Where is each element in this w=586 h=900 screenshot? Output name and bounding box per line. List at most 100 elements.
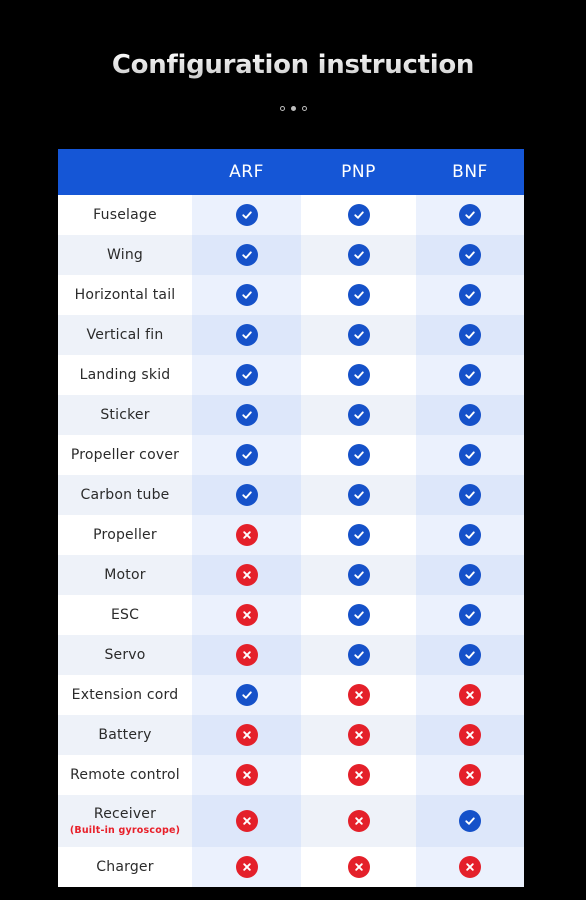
table-row: Sticker xyxy=(58,395,524,435)
check-icon xyxy=(347,204,370,226)
bnf-cell xyxy=(416,715,524,755)
table-row: Receiver (Built-in gyroscope) xyxy=(58,795,524,847)
check-icon xyxy=(459,404,481,426)
pnp-cell xyxy=(301,435,416,475)
row-label-cell: ESC xyxy=(58,595,192,635)
pnp-cell xyxy=(301,355,416,395)
table-row: Extension cord xyxy=(58,675,524,715)
table-header: ARF PNP BNF xyxy=(58,149,524,195)
row-label-cell: Remote control xyxy=(58,755,192,795)
check-icon xyxy=(459,204,481,226)
bnf-cell xyxy=(416,755,524,795)
check-icon xyxy=(459,364,481,386)
check-icon xyxy=(459,284,481,306)
check-icon xyxy=(347,284,370,306)
row-label: Servo xyxy=(104,647,146,663)
row-label: Carbon tube xyxy=(80,487,170,503)
table-row: Vertical fin xyxy=(58,315,524,355)
pagination-dot-2[interactable] xyxy=(290,106,296,111)
pnp-cell xyxy=(301,275,416,315)
check-icon xyxy=(235,444,258,466)
check-icon xyxy=(347,564,370,586)
row-label: Vertical fin xyxy=(86,327,164,343)
row-label-cell: Extension cord xyxy=(58,675,192,715)
header-pnp: PNP xyxy=(341,162,376,182)
pagination-dot-1[interactable] xyxy=(279,106,285,111)
check-icon xyxy=(235,484,258,506)
cross-icon xyxy=(459,684,481,706)
bnf-cell xyxy=(416,435,524,475)
row-label: Receiver xyxy=(93,806,157,822)
table-row: Remote control xyxy=(58,755,524,795)
cross-icon xyxy=(235,644,258,666)
bnf-cell xyxy=(416,515,524,555)
check-icon xyxy=(347,404,370,426)
check-icon xyxy=(459,644,481,666)
table-row: Propeller cover xyxy=(58,435,524,475)
table-row: Battery xyxy=(58,715,524,755)
row-label: Extension cord xyxy=(71,687,179,703)
cross-icon xyxy=(347,764,370,786)
pnp-cell xyxy=(301,675,416,715)
cross-icon xyxy=(235,604,258,626)
cross-icon xyxy=(235,856,258,878)
bnf-cell xyxy=(416,195,524,235)
row-label: Horizontal tail xyxy=(74,287,176,303)
check-icon xyxy=(459,244,481,266)
row-label-cell: Propeller cover xyxy=(58,435,192,475)
pnp-cell xyxy=(301,555,416,595)
arf-cell xyxy=(192,755,301,795)
pnp-cell xyxy=(301,595,416,635)
pnp-cell xyxy=(301,515,416,555)
row-label-cell: Motor xyxy=(58,555,192,595)
page-title: Configuration instruction xyxy=(0,50,586,80)
cross-icon xyxy=(347,684,370,706)
pnp-cell xyxy=(301,315,416,355)
row-label: Propeller xyxy=(93,527,157,543)
pnp-cell xyxy=(301,475,416,515)
table-row: Servo xyxy=(58,635,524,675)
table-body: Fuselage Wing Horizontal tail Vertical fin L… xyxy=(58,195,524,887)
table-row: Carbon tube xyxy=(58,475,524,515)
bnf-cell xyxy=(416,315,524,355)
pnp-cell xyxy=(301,395,416,435)
check-icon xyxy=(347,244,370,266)
cross-icon xyxy=(235,564,258,586)
bnf-cell xyxy=(416,847,524,887)
cross-icon xyxy=(459,764,481,786)
check-icon xyxy=(347,484,370,506)
bnf-cell xyxy=(416,475,524,515)
cross-icon xyxy=(347,856,370,878)
row-label: Remote control xyxy=(70,767,180,783)
pnp-cell xyxy=(301,847,416,887)
cross-icon xyxy=(347,724,370,746)
arf-cell xyxy=(192,475,301,515)
check-icon xyxy=(235,684,258,706)
check-icon xyxy=(347,364,370,386)
check-icon xyxy=(459,524,481,546)
bnf-cell xyxy=(416,555,524,595)
pagination-dot-3[interactable] xyxy=(301,106,307,111)
check-icon xyxy=(459,444,481,466)
row-label: Fuselage xyxy=(93,207,157,223)
check-icon xyxy=(235,204,258,226)
bnf-cell xyxy=(416,675,524,715)
arf-cell xyxy=(192,275,301,315)
check-icon xyxy=(235,404,258,426)
table-row: Wing xyxy=(58,235,524,275)
arf-cell xyxy=(192,395,301,435)
row-label: Landing skid xyxy=(79,367,171,383)
arf-cell xyxy=(192,715,301,755)
cross-icon xyxy=(235,524,258,546)
check-icon xyxy=(347,644,370,666)
header-empty-cell xyxy=(58,149,192,195)
row-label: ESC xyxy=(110,607,140,623)
arf-cell xyxy=(192,435,301,475)
arf-cell xyxy=(192,235,301,275)
table-row: Propeller xyxy=(58,515,524,555)
pnp-cell xyxy=(301,755,416,795)
row-label-cell: Horizontal tail xyxy=(58,275,192,315)
table-row: Landing skid xyxy=(58,355,524,395)
cross-icon xyxy=(235,810,258,832)
row-label-cell: Wing xyxy=(58,235,192,275)
